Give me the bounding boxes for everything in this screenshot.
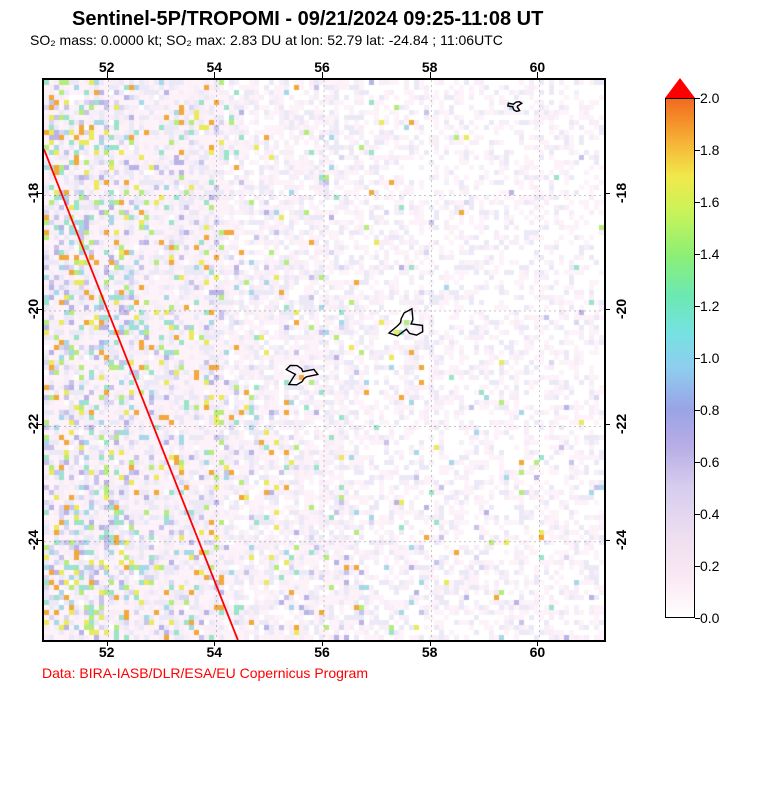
- colorbar-under-triangle: [665, 618, 695, 638]
- colorbar-tick-label: 1.2: [700, 298, 719, 314]
- colorbar-over-triangle: [665, 78, 695, 98]
- colorbar-tick-label: 1.0: [700, 350, 719, 366]
- colorbar-tick-label: 1.6: [700, 194, 719, 210]
- colorbar-tick-label: 0.2: [700, 558, 719, 574]
- colorbar-tick-label: 1.4: [700, 246, 719, 262]
- y-tick-label: -22: [613, 414, 629, 434]
- data-credit: Data: BIRA-IASB/DLR/ESA/EU Copernicus Pr…: [42, 665, 368, 681]
- x-tick-label: 58: [422, 644, 438, 660]
- y-tick-label: -20: [613, 299, 629, 319]
- colorbar: [665, 78, 695, 638]
- colorbar-tick-label: 0.8: [700, 402, 719, 418]
- map-islands: [286, 102, 521, 385]
- colorbar-gradient: [665, 98, 695, 618]
- x-tick-label: 60: [530, 644, 546, 660]
- colorbar-tick-label: 0.4: [700, 506, 719, 522]
- colorbar-tick-label: 2.0: [700, 90, 719, 106]
- chart-subtitle: SO₂ mass: 0.0000 kt; SO₂ max: 2.83 DU at…: [30, 32, 503, 48]
- x-tick-label: 56: [314, 644, 330, 660]
- map-overlay: [44, 80, 604, 640]
- map-plot: [42, 78, 606, 642]
- colorbar-tick-label: 1.8: [700, 142, 719, 158]
- chart-title: Sentinel-5P/TROPOMI - 09/21/2024 09:25-1…: [72, 8, 543, 31]
- colorbar-tick-label: 0.0: [700, 610, 719, 626]
- map-swath-line: [44, 149, 238, 640]
- y-tick-label: -24: [613, 530, 629, 550]
- x-tick-label: 52: [99, 644, 115, 660]
- x-tick-label: 54: [207, 644, 223, 660]
- y-tick-label: -18: [613, 183, 629, 203]
- colorbar-tick-label: 0.6: [700, 454, 719, 470]
